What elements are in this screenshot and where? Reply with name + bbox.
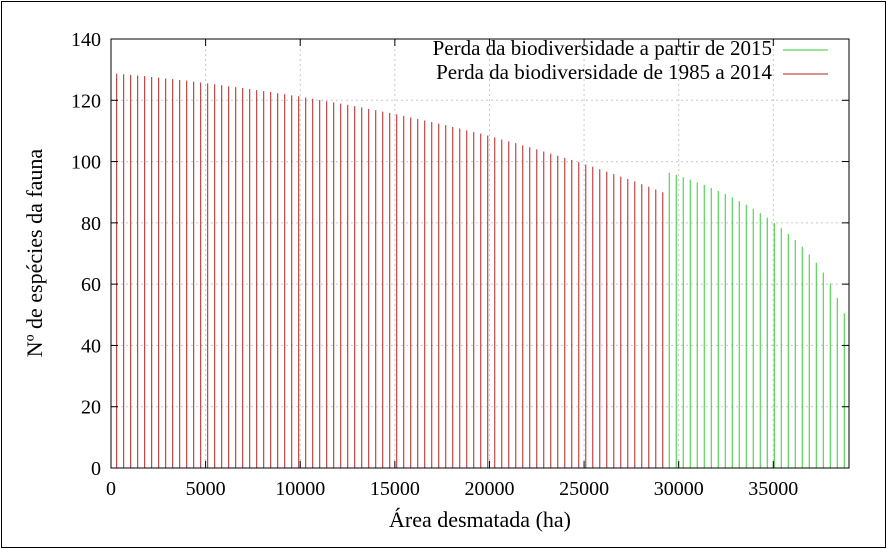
x-tick-label: 30000 (654, 478, 704, 500)
legend-label-1985-2014: Perda da biodiversidade de 1985 a 2014 (436, 60, 772, 84)
y-tick-label: 40 (81, 335, 101, 357)
legend-label-2015: Perda da biodiversidade a partir de 2015 (433, 36, 772, 60)
y-tick-label: 100 (71, 152, 101, 174)
x-tick-label: 25000 (559, 478, 609, 500)
x-tick-label: 5000 (186, 478, 226, 500)
series-1985-2014-bars (116, 73, 664, 468)
y-tick-label: 20 (81, 397, 101, 419)
y-tick-label: 120 (71, 90, 101, 112)
y-tick-label: 0 (91, 458, 101, 480)
plot-area-border (110, 38, 850, 469)
series-2015-bars (668, 172, 845, 468)
x-tick-label: 0 (106, 478, 116, 500)
x-tick-labels: 0 5000 10000 15000 20000 25000 30000 35000 (106, 478, 798, 500)
x-tick-label: 20000 (464, 478, 514, 500)
x-tick-label: 10000 (275, 478, 325, 500)
y-axis-title: Nº de espécies da fauna (22, 149, 47, 358)
y-tick-labels: 0 20 40 60 80 100 120 140 (71, 29, 101, 480)
legend: Perda da biodiversidade a partir de 2015… (433, 36, 828, 84)
y-tick-label: 60 (81, 274, 101, 296)
axis-ticks (110, 38, 849, 469)
x-axis-title: Área desmatada (ha) (389, 507, 571, 532)
x-tick-label: 15000 (370, 478, 420, 500)
y-tick-label: 140 (71, 29, 101, 51)
y-tick-label: 80 (81, 213, 101, 235)
grid-lines (111, 39, 849, 468)
x-tick-label: 35000 (748, 478, 798, 500)
